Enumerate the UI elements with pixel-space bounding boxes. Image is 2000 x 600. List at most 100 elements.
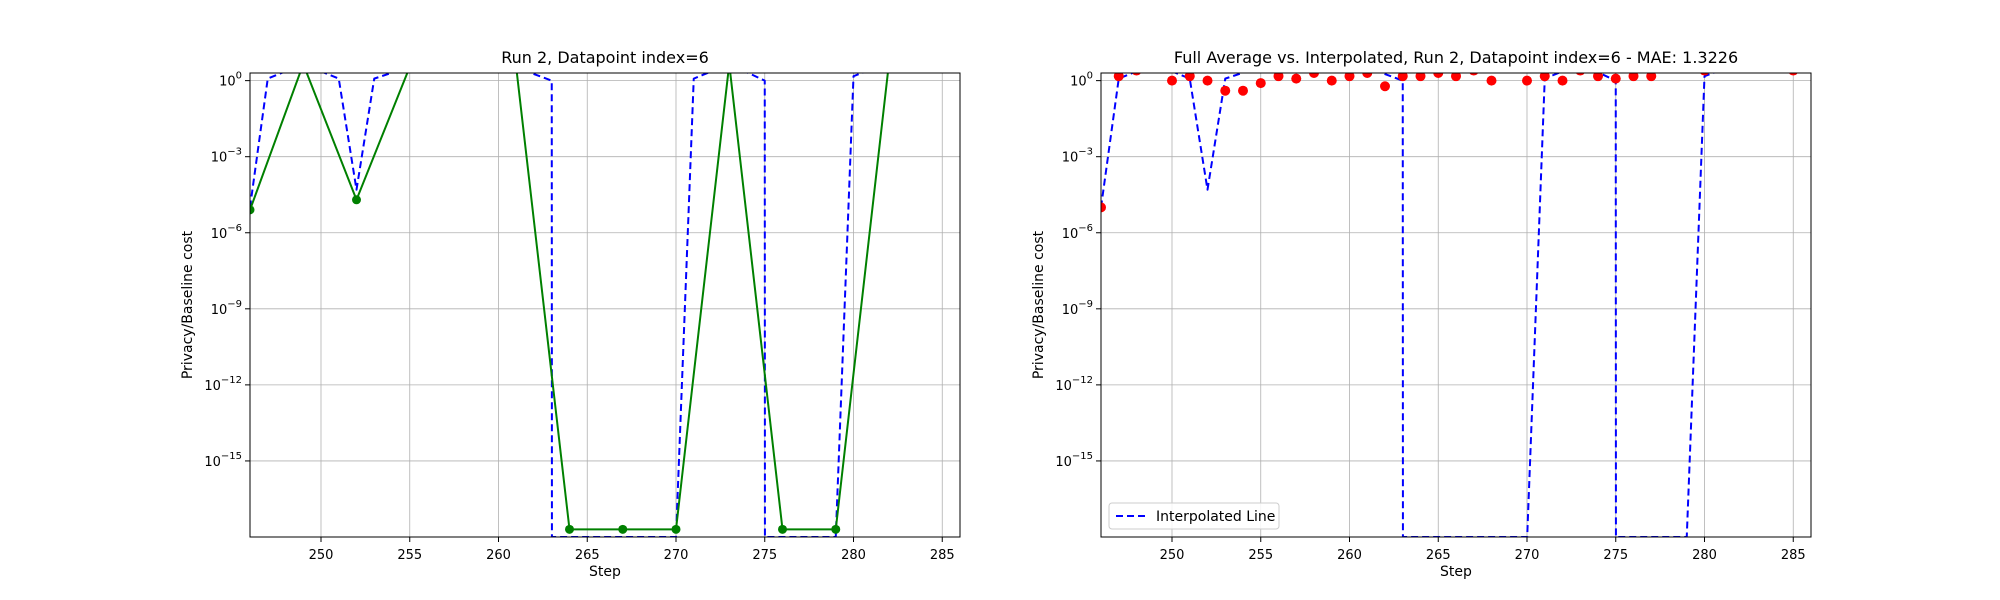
plot-area <box>1101 60 1811 537</box>
x-tick-label: 255 <box>1248 548 1273 563</box>
scatter-point <box>1101 202 1106 213</box>
y-tick-base: 10 <box>211 151 228 166</box>
y-axis-label: Privacy/Baseline cost <box>1031 230 1047 379</box>
interpolated-line <box>250 73 865 537</box>
scatter-point <box>1362 73 1373 78</box>
y-tick-base: 10 <box>1055 455 1072 470</box>
y-tick-base: 10 <box>219 75 236 90</box>
y-tick-base: 10 <box>204 379 221 394</box>
scatter-point <box>1557 75 1568 86</box>
scatter-point <box>1753 60 1763 70</box>
y-tick-label: 10−9 <box>211 299 242 318</box>
y-tick-exponent: −6 <box>227 223 242 234</box>
scatter-point <box>1415 73 1426 82</box>
y-tick-label: 100 <box>219 71 242 90</box>
scatter-point <box>1344 73 1355 82</box>
interpolated-line <box>1101 73 1716 537</box>
scatter-point <box>1273 73 1284 82</box>
y-tick-exponent: −3 <box>1078 147 1093 158</box>
x-tick-label: 260 <box>486 548 511 563</box>
scatter-point <box>1522 75 1532 86</box>
data-point <box>725 60 734 69</box>
data-point <box>671 524 681 534</box>
gridlines <box>250 73 960 537</box>
series-line <box>250 73 889 531</box>
y-tick-base: 10 <box>211 227 228 242</box>
y-tick-label: 10−6 <box>1062 223 1093 242</box>
scatter-point <box>1539 73 1550 82</box>
y-tick-base: 10 <box>1062 303 1079 318</box>
x-tick-label: 270 <box>1515 548 1540 563</box>
chart-title: Full Average vs. Interpolated, Run 2, Da… <box>1174 48 1738 67</box>
scatter-point <box>1255 78 1266 89</box>
y-tick-label: 10−15 <box>204 451 242 470</box>
y-tick-label: 10−9 <box>1062 299 1093 318</box>
scatter-point <box>1610 73 1621 84</box>
scatter-point <box>1700 73 1709 76</box>
y-tick-exponent: 0 <box>1087 71 1093 82</box>
y-tick-exponent: −9 <box>227 299 242 310</box>
x-tick-label: 285 <box>1781 548 1806 563</box>
y-tick-label: 100 <box>1070 71 1093 90</box>
y-tick-base: 10 <box>211 303 228 318</box>
x-tick-label: 280 <box>1692 548 1717 563</box>
legend: Interpolated Line <box>1108 502 1280 530</box>
scatter-point <box>1326 75 1337 86</box>
x-tick-label: 255 <box>397 548 422 563</box>
scatter-point <box>1469 73 1479 76</box>
x-axis-label: Step <box>589 564 621 580</box>
chart-right: Full Average vs. Interpolated, Run 2, Da… <box>1031 48 1812 580</box>
y-tick-base: 10 <box>1062 227 1079 242</box>
data-point <box>565 524 574 534</box>
x-tick-label: 280 <box>841 548 866 563</box>
scatter-point <box>1486 75 1497 86</box>
y-tick-exponent: −6 <box>1078 223 1093 234</box>
legend-box <box>1108 502 1280 530</box>
scatter-point <box>1788 73 1798 76</box>
y-tick-base: 10 <box>204 455 221 470</box>
data-point <box>938 58 947 67</box>
x-tick-label: 270 <box>664 548 689 563</box>
chart-title: Run 2, Datapoint index=6 <box>501 48 709 67</box>
y-tick-label: 10−12 <box>1055 375 1093 394</box>
chart-left: Run 2, Datapoint index=6 250 255 260 265 270… <box>180 48 961 580</box>
x-tick-label: 250 <box>1160 548 1185 563</box>
scatter-point <box>1113 73 1124 82</box>
y-tick-exponent: −15 <box>1072 451 1093 462</box>
data-point <box>459 62 468 71</box>
y-axis-label: Privacy/Baseline cost <box>180 230 196 379</box>
data-point <box>778 524 787 534</box>
gridlines <box>1101 73 1811 537</box>
legend-entry: Interpolated Line <box>1156 509 1275 525</box>
data-point <box>885 58 894 67</box>
y-tick-label: 10−6 <box>211 223 242 242</box>
scatter-point <box>1132 73 1141 76</box>
data-point <box>405 62 414 71</box>
scatter-point <box>1291 73 1302 84</box>
x-axis-label: Step <box>1440 564 1472 580</box>
axes-frame <box>249 72 961 538</box>
scatter-point <box>1771 62 1781 72</box>
scatter-point <box>1380 81 1390 92</box>
x-tick-label: 285 <box>930 548 955 563</box>
x-tick-label: 275 <box>752 548 777 563</box>
scatter-point <box>1646 73 1657 82</box>
data-point <box>250 205 255 215</box>
y-tick-label: 10−15 <box>1055 451 1093 470</box>
x-tick-label: 265 <box>575 548 600 563</box>
scatter-point <box>1167 75 1177 86</box>
y-tick-base: 10 <box>1062 151 1079 166</box>
scatter-point <box>1433 73 1444 78</box>
x-tick-label: 275 <box>1603 548 1628 563</box>
scatter-point <box>1628 73 1639 82</box>
scatter-point <box>1593 73 1603 82</box>
scatter-point <box>1220 85 1231 96</box>
axes-frame <box>1100 72 1812 538</box>
plot-area <box>250 58 947 537</box>
y-tick-base: 10 <box>1070 75 1087 90</box>
data-point <box>352 195 361 205</box>
y-tick-exponent: −3 <box>227 147 242 158</box>
x-axis-ticks: 250 255 260 265 270 275 280 285 <box>309 537 955 563</box>
